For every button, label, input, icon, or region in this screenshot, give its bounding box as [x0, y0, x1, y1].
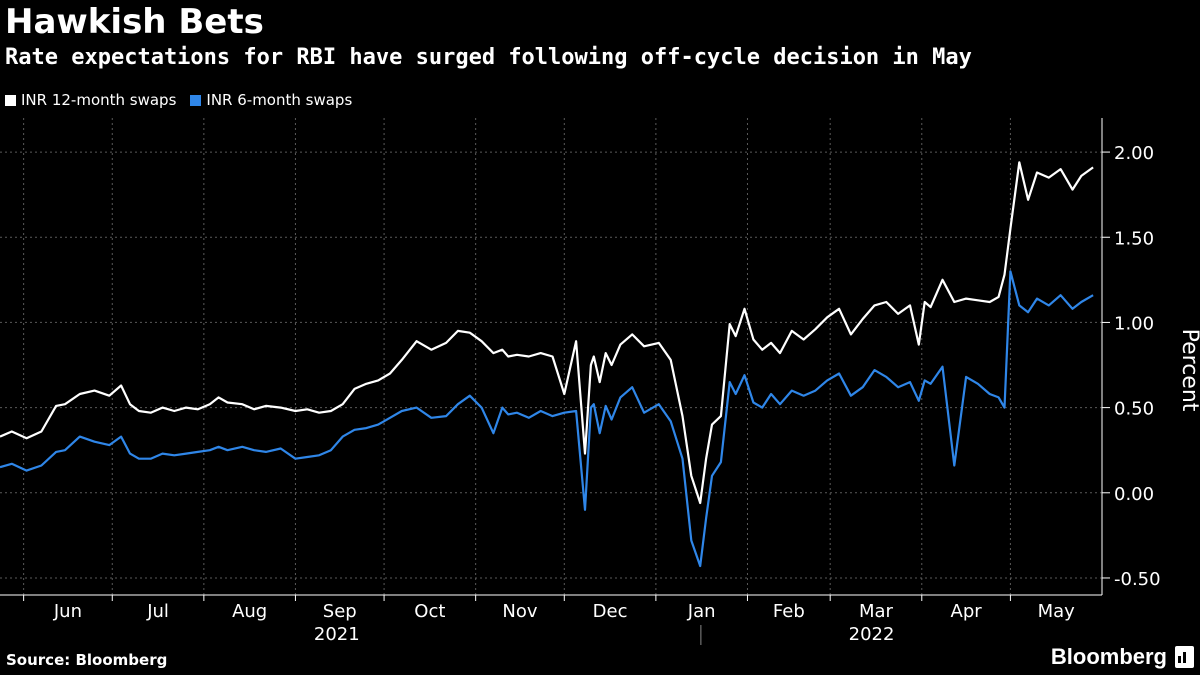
y-tick-label: 0.00	[1114, 484, 1154, 505]
x-tick-label: Dec	[593, 601, 628, 622]
x-tick-label: Oct	[414, 601, 445, 622]
legend-label-12m: INR 12-month swaps	[21, 91, 177, 109]
x-tick-label: Jul	[146, 601, 169, 622]
series-layer	[0, 161, 1094, 568]
x-tick-label: May	[1038, 601, 1076, 622]
legend-label-6m: INR 6-month swaps	[206, 91, 353, 109]
year-label: 2022	[849, 624, 895, 645]
legend-item-12m: INR 12-month swaps	[5, 91, 176, 109]
legend-swatch-6m	[190, 94, 202, 106]
y-tick-label: 2.00	[1114, 143, 1154, 164]
series-line-12m	[0, 161, 1094, 505]
series-line-6m	[0, 270, 1094, 568]
x-tick-label: Feb	[773, 601, 805, 622]
y-tick-label: 0.50	[1114, 399, 1154, 420]
x-tick-label: Aug	[232, 601, 267, 622]
x-tick-label: Jan	[687, 601, 716, 622]
chart-title: Hawkish Bets	[5, 2, 264, 42]
source-note: Source: Bloomberg	[6, 651, 168, 669]
axis-layer: -0.50 0.00 0.50 1.00 1.50 2.00 Jun Jul Aug Sep Oct…	[0, 118, 1161, 645]
legend-swatch-12m	[5, 94, 16, 106]
x-tick-label: Sep	[323, 601, 357, 622]
year-label: 2021	[314, 624, 360, 645]
x-tick-label: Jun	[53, 601, 82, 622]
x-tick-label: Mar	[859, 601, 894, 622]
y-tick-label: 1.00	[1114, 313, 1154, 334]
x-tick-label: Apr	[951, 601, 983, 622]
legend: INR 12-month swaps INR 6-month swaps	[5, 91, 352, 109]
y-tick-label: 1.50	[1114, 228, 1154, 249]
grid-layer	[0, 118, 1102, 595]
bloomberg-chart-icon	[1175, 646, 1194, 668]
chart-subtitle: Rate expectations for RBI have surged fo…	[5, 45, 972, 70]
legend-item-6m: INR 6-month swaps	[190, 91, 352, 109]
y-tick-label: -0.50	[1114, 569, 1161, 590]
x-tick-label: Nov	[502, 601, 537, 622]
y-axis-label: Percent	[1177, 329, 1200, 412]
bloomberg-logo: Bloomberg	[1051, 644, 1194, 670]
brand-text: Bloomberg	[1050, 644, 1167, 669]
